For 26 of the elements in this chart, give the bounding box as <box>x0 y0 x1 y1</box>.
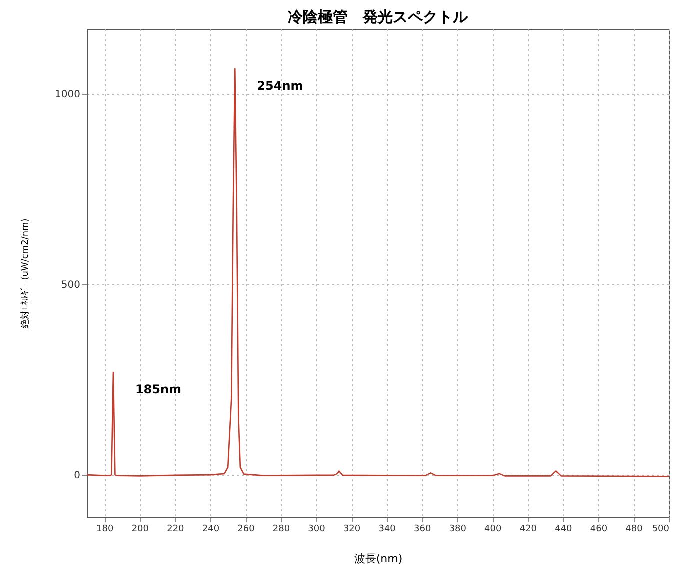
x-tick-label: 380 <box>449 524 467 534</box>
annotation: 185nm <box>135 382 182 397</box>
x-tick-label: 200 <box>132 524 150 534</box>
x-tick-label: 320 <box>343 524 361 534</box>
x-tick-label: 460 <box>590 524 608 534</box>
line-series <box>87 68 669 478</box>
y-tick-label: 1000 <box>55 89 80 100</box>
x-tick-label: 300 <box>308 524 326 534</box>
annotation: 254nm <box>257 79 304 94</box>
x-tick-label: 220 <box>167 524 185 534</box>
x-axis-title: 波長(nm) <box>354 552 403 566</box>
x-tick-label: 360 <box>414 524 432 534</box>
x-tick-label: 280 <box>272 524 290 534</box>
chart-title: 冷陰極管 発光スペクトル <box>288 8 469 26</box>
x-tick-label: 180 <box>96 524 114 534</box>
x-tick-label: 500 <box>652 524 670 534</box>
x-tick-label: 420 <box>520 524 538 534</box>
x-tick-label: 440 <box>555 524 573 534</box>
y-tick-label: 500 <box>61 280 80 291</box>
x-tick-label: 400 <box>484 524 502 534</box>
x-tick-label: 260 <box>238 524 256 534</box>
y-axis-title: 絶対ｴﾈﾙｷﾞｰ(uW/cm2/nm) <box>20 218 32 330</box>
x-tick-label: 340 <box>378 524 396 534</box>
x-tick-label: 240 <box>202 524 220 534</box>
y-tick-label: 0 <box>74 470 80 482</box>
x-tick-label: 480 <box>626 524 644 534</box>
